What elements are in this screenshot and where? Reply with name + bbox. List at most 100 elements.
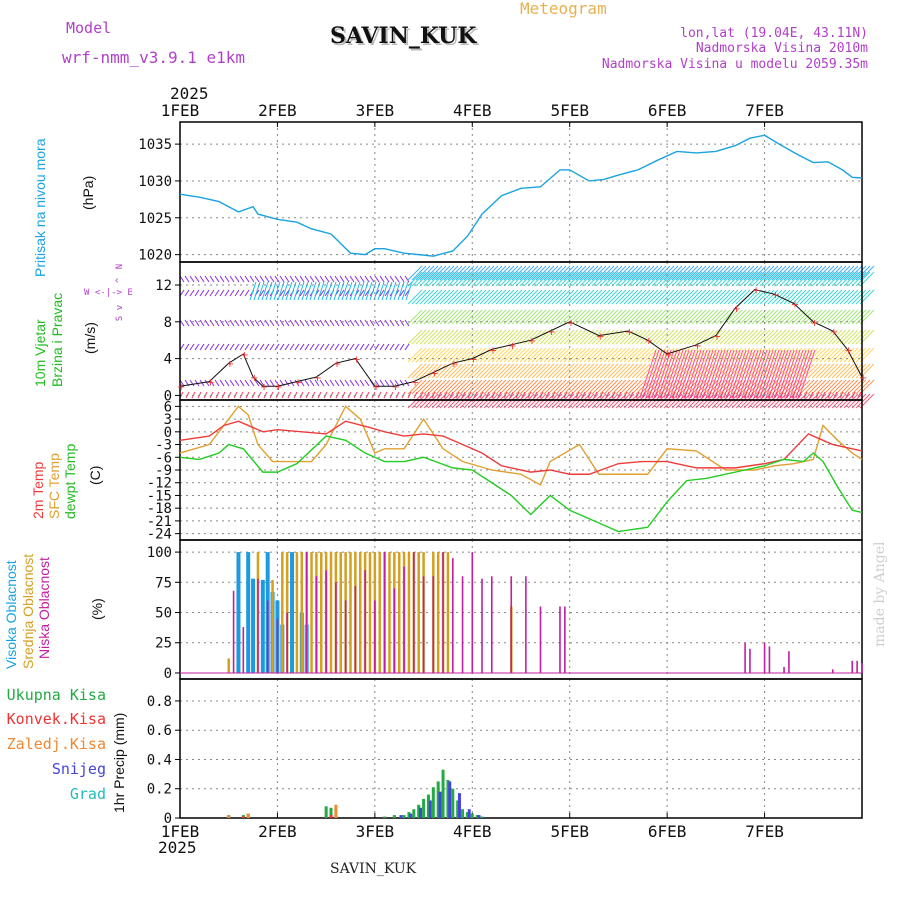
wind-barb — [411, 379, 427, 395]
wind-barb — [324, 379, 330, 387]
wind-barb — [767, 309, 783, 325]
wind-barb — [244, 343, 250, 351]
wind-barb — [455, 363, 471, 379]
wind-barb — [767, 289, 783, 305]
wind-barb — [851, 271, 867, 287]
wind-barb — [711, 363, 727, 379]
wind-barb — [234, 379, 240, 387]
wind-barb — [309, 343, 315, 351]
precip-bar — [324, 806, 328, 818]
wind-barb — [595, 329, 611, 345]
y-tick-label: -3 — [155, 438, 172, 454]
wind-barb — [299, 343, 305, 351]
wind-barb — [567, 271, 583, 287]
wind-barb — [294, 343, 300, 351]
cloud-bar — [490, 576, 493, 673]
wind-barb — [354, 343, 360, 351]
wind-barb — [407, 265, 423, 281]
wind-barb — [599, 393, 615, 409]
x-tick-label-bottom: 3FEB — [356, 822, 395, 841]
wind-barb — [691, 379, 707, 395]
wind-barb — [475, 379, 491, 395]
wind-barb — [607, 309, 623, 325]
wind-barb — [803, 329, 819, 345]
wind-barb — [671, 393, 687, 409]
wind-barb — [535, 271, 551, 287]
wind-barb — [471, 265, 487, 281]
wind-barb — [759, 329, 775, 345]
wind-barb — [349, 319, 355, 327]
wind-barb — [843, 347, 859, 363]
wind-barb — [467, 363, 483, 379]
y-tick-label: 75 — [155, 575, 172, 591]
wind-barb — [619, 393, 635, 409]
wind-barb — [503, 379, 519, 395]
wind-barb — [491, 347, 507, 363]
cloud-bar — [374, 600, 376, 673]
wind-barb — [189, 275, 195, 283]
wind-barb — [798, 349, 816, 399]
wind-barb — [743, 265, 759, 281]
wind-barb — [439, 363, 455, 379]
wind-barb — [515, 329, 531, 345]
wind-barb — [599, 379, 615, 395]
wind-barb — [199, 289, 205, 297]
wind-barb — [691, 329, 707, 345]
wind-barb — [839, 347, 855, 363]
wind-barb — [727, 329, 743, 345]
wind-barb — [787, 329, 803, 345]
wind-barb — [627, 265, 643, 281]
wind-barb — [523, 309, 539, 325]
wind-barb — [659, 329, 675, 345]
wind-barb — [635, 363, 651, 379]
cloud-bar — [232, 590, 235, 673]
wind-barb — [751, 363, 767, 379]
precip-bar — [417, 804, 421, 818]
wind-barb — [791, 271, 807, 287]
wind-barb — [415, 265, 431, 281]
wind-barb — [823, 347, 839, 363]
wind-barb — [405, 281, 413, 301]
wind-barb — [539, 379, 555, 395]
wind-barb — [523, 265, 539, 281]
wind-barb — [567, 393, 583, 409]
precip-bar — [477, 815, 481, 818]
wind-barb — [587, 289, 603, 305]
wind-barb — [667, 271, 683, 287]
wind-barb — [259, 379, 265, 387]
wind-barb — [595, 271, 611, 287]
cloud-bar — [290, 552, 295, 673]
wind-barb — [719, 393, 735, 409]
wind-barb — [675, 347, 691, 363]
cloud-bar — [325, 570, 327, 673]
wind-barb — [623, 363, 639, 379]
y-tick-label: -12 — [147, 476, 172, 492]
cloud-bar — [397, 552, 401, 673]
wind-barb — [643, 289, 659, 305]
wind-barb — [487, 271, 503, 287]
wind-barb — [615, 363, 631, 379]
wind-barb — [591, 271, 607, 287]
wind-barb — [304, 289, 310, 297]
wind-barb — [611, 329, 627, 345]
wind-barb — [393, 281, 401, 301]
wind-barb — [419, 271, 435, 287]
cloud-bar — [378, 552, 381, 673]
wind-barb — [491, 329, 507, 345]
wind-barb — [384, 379, 390, 387]
wind-barb — [583, 271, 599, 287]
wind-barb — [799, 265, 815, 281]
wind-barb — [711, 265, 727, 281]
wind-barb — [575, 289, 591, 305]
wind-barb — [531, 271, 547, 287]
wind-barb — [683, 347, 699, 363]
wind-barb — [543, 265, 559, 281]
wind-barb — [799, 393, 815, 409]
wind-barb — [274, 275, 280, 283]
wind-barb — [779, 347, 795, 363]
wind-barb — [244, 289, 250, 297]
wind-barb — [531, 393, 547, 409]
wind-barb — [835, 329, 851, 345]
wind-barb — [799, 271, 815, 287]
wind-barb — [467, 347, 483, 363]
